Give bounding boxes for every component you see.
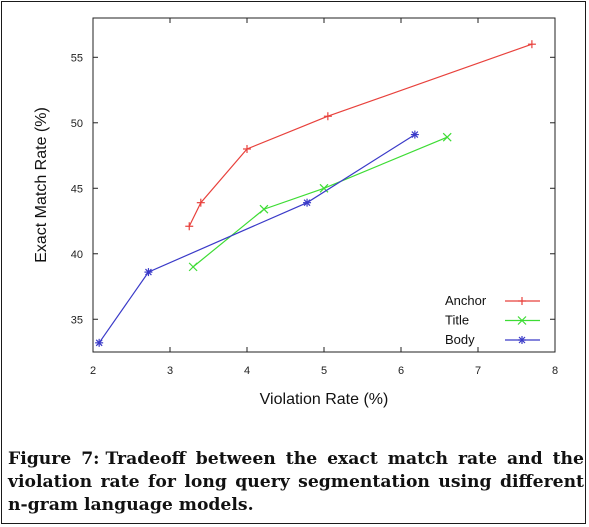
series-layer [95,40,536,347]
x-tick-label: 8 [552,365,558,377]
series-anchor [185,40,536,231]
legend-label-body: Body [445,332,475,347]
series-body [95,130,419,347]
caption-label: Figure 7: [8,449,100,469]
y-axis-label: Exact Match Rate (%) [33,107,50,263]
caption-text: Tradeoff between the exact match rate an… [8,449,584,515]
series-title [188,132,452,272]
series-line-title [192,136,448,268]
data-point-title [188,262,198,272]
y-tick-label: 35 [71,314,83,326]
legend-marker-title [517,316,527,325]
legend-marker-anchor [518,297,526,305]
x-tick-label: 6 [398,365,404,377]
data-point-body [303,198,312,207]
data-point-title [442,132,452,142]
series-line-anchor [188,43,533,227]
x-tick-label: 4 [244,365,250,377]
x-tick-label: 5 [321,365,327,377]
data-point-body [144,268,153,277]
data-point-title [259,204,269,214]
y-tick-label: 40 [71,249,83,261]
data-point-body [410,130,419,139]
x-tick-label: 3 [167,365,173,377]
y-tick-label: 55 [71,52,83,64]
data-point-anchor [185,222,194,231]
x-tick-label: 2 [90,365,96,377]
data-point-anchor [323,112,332,121]
data-point-anchor [196,198,205,207]
x-tick-label: 7 [475,365,481,377]
series-line-body [98,134,416,344]
y-tick-label: 50 [71,118,83,130]
figure-caption: Figure 7: Tradeoff between the exact matc… [8,448,584,517]
y-tick-label: 45 [71,183,83,195]
legend: Anchor Title Body [445,293,540,347]
x-axis-label: Violation Rate (%) [260,391,389,408]
legend-label-title: Title [445,313,469,328]
legend-label-anchor: Anchor [445,293,487,308]
legend-marker-body [518,336,526,344]
data-point-anchor [527,40,536,49]
data-point-title [319,183,329,193]
data-point-anchor [243,144,251,153]
data-point-body [95,338,104,347]
